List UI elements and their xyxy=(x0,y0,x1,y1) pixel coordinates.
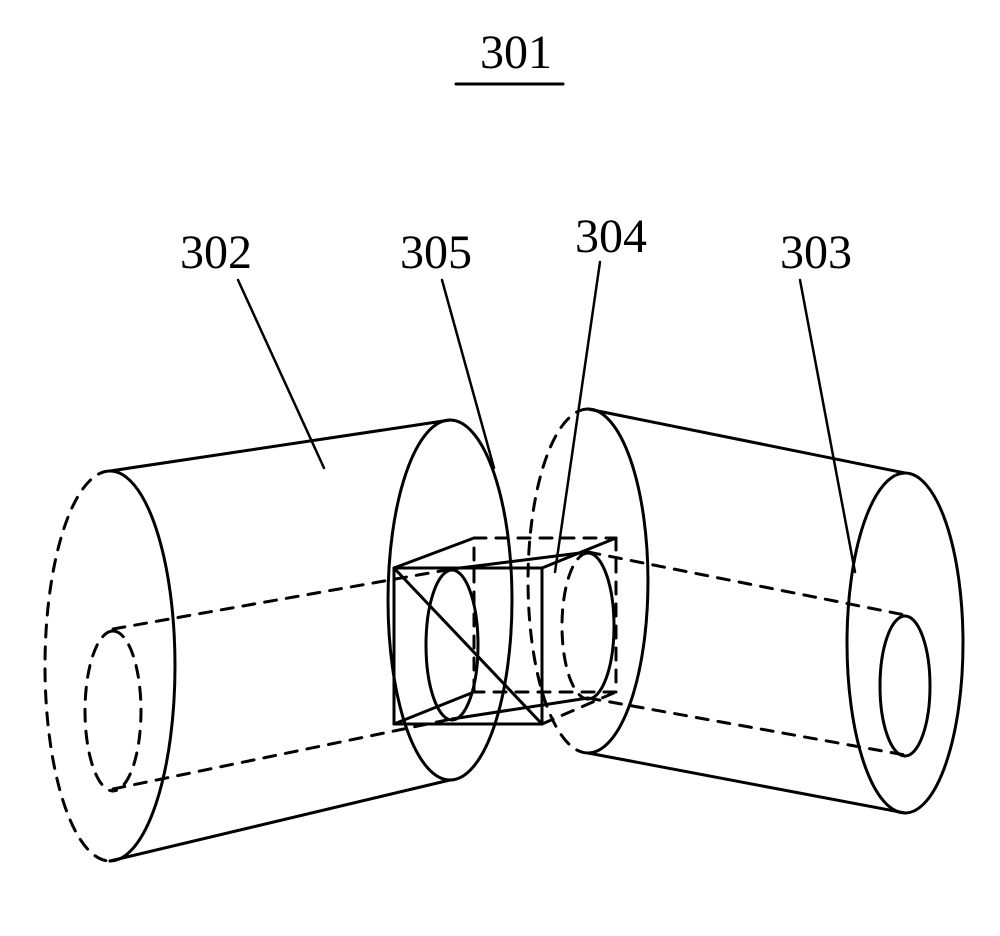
ref-label-304: 304 xyxy=(575,210,647,263)
ref-label-302: 302 xyxy=(180,226,252,279)
ref-label-305: 305 xyxy=(400,226,472,279)
figure-title: 301 xyxy=(480,26,552,79)
ref-label-303: 303 xyxy=(780,226,852,279)
